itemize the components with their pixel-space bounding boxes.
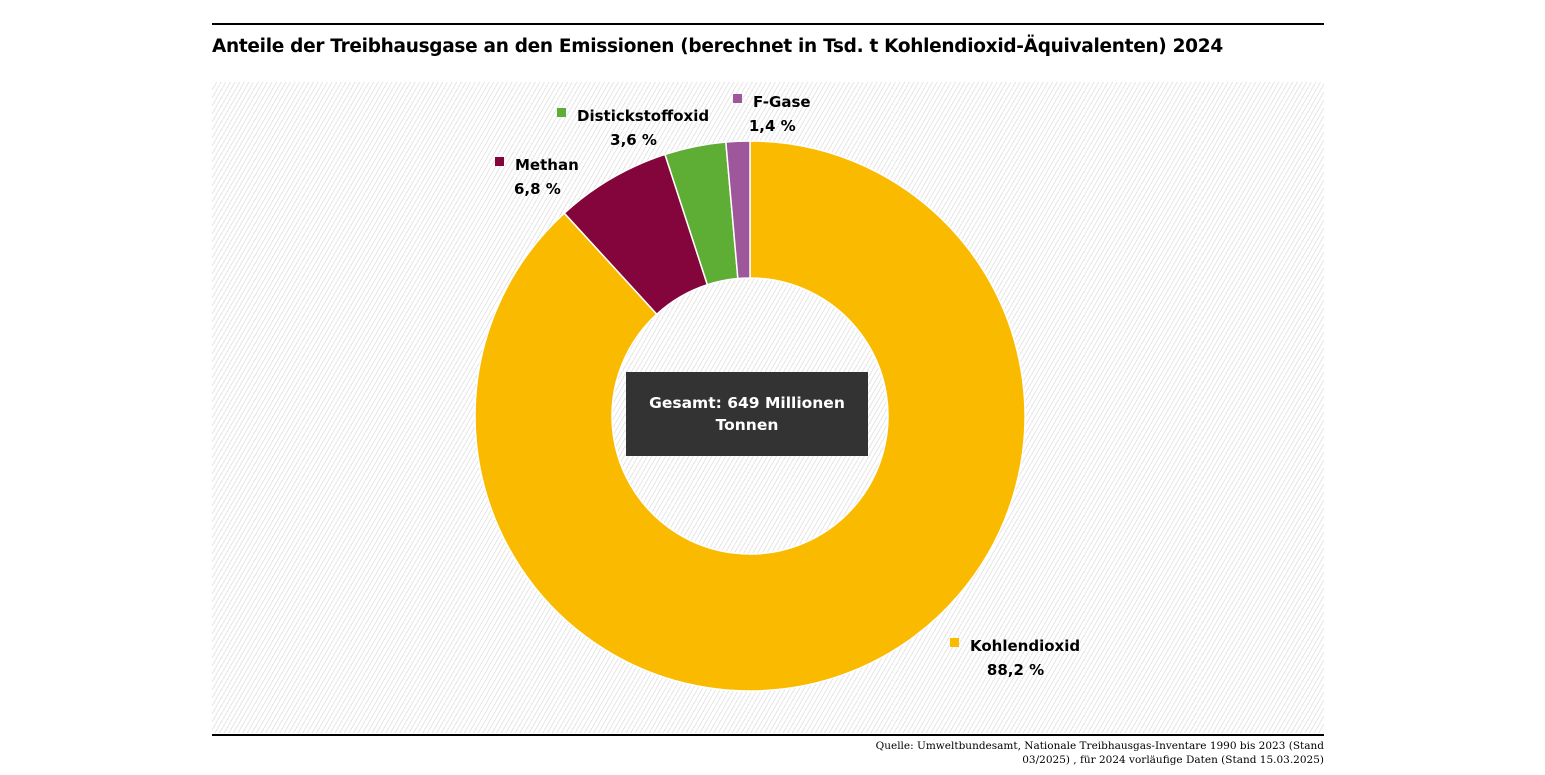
total-label: Gesamt: 649 Millionen Tonnen [649,394,845,434]
donut-slices [474,140,1026,692]
slice-label-value: 3,6 % [610,131,657,149]
source-line-1: Quelle: Umweltbundesamt, Nationale Treib… [875,740,1324,752]
chart-title: Anteile der Treibhausgase an den Emissio… [212,36,1223,57]
legend-swatch [950,638,959,647]
source-line-2: 03/2025) , für 2024 vorläufige Daten (St… [1022,754,1324,766]
legend-swatch [557,108,566,117]
legend-swatch [495,157,504,166]
slice-kohlendioxid [474,140,1026,692]
slice-label-name: Distickstoffoxid [577,107,709,125]
slice-label-name: F-Gase [753,93,811,111]
slice-label-name: Kohlendioxid [970,637,1080,655]
source-note: Quelle: Umweltbundesamt, Nationale Treib… [804,739,1324,767]
total-label-box: Gesamt: 649 Millionen Tonnen [626,372,868,456]
bottom-rule [212,734,1324,736]
slice-label-value: 88,2 % [987,661,1044,679]
slice-label-name: Methan [515,156,579,174]
slice-label-value: 6,8 % [514,180,561,198]
legend-swatch [733,94,742,103]
slice-f-gase [725,140,751,280]
top-rule [212,23,1324,25]
slice-labels: Kohlendioxid 88,2 % Methan 6,8 % Distickstof… [495,93,1080,679]
slice-label-value: 1,4 % [749,117,796,135]
